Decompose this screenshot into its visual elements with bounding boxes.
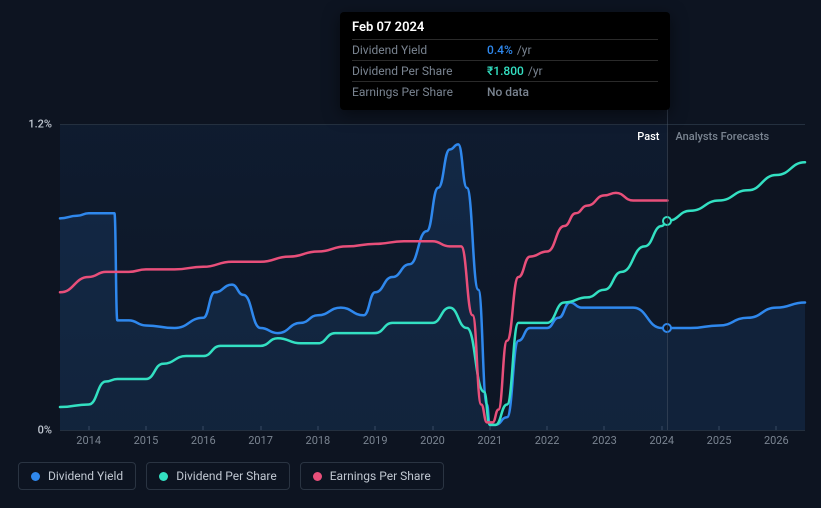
legend: Dividend Yield Dividend Per Share Earnings… — [18, 462, 444, 490]
tooltip-row: Dividend Yield0.4% /yr — [352, 39, 658, 60]
x-axis-label: 2025 — [707, 434, 732, 447]
legend-label: Earnings Per Share — [330, 469, 431, 483]
legend-dot — [159, 472, 168, 481]
legend-item[interactable]: Dividend Per Share — [146, 462, 290, 490]
legend-dot — [313, 472, 322, 481]
x-axis-label: 2014 — [76, 434, 101, 447]
x-axis-label: 2024 — [649, 434, 674, 447]
y-axis-label: 0% — [38, 424, 52, 437]
tooltip-row: Earnings Per ShareNo data — [352, 81, 658, 102]
tooltip-value: No data — [487, 85, 529, 99]
tooltip-label: Dividend Yield — [352, 43, 487, 57]
tooltip: Feb 07 2024Dividend Yield0.4%/yrDividend… — [340, 12, 670, 110]
x-axis: 2014 2015 2016 2017 2018 2019 2020 2021 2022 2023… — [60, 430, 805, 450]
chart-area[interactable]: 0%1.2%2014201520162017201820192020202120… — [60, 100, 805, 430]
tooltip-value: ₹1.800 — [487, 64, 524, 78]
legend-label: Dividend Per Share — [176, 469, 277, 483]
legend-item[interactable]: Earnings Per Share — [300, 462, 444, 490]
x-axis-label: 2017 — [248, 434, 273, 447]
chart-svg — [60, 100, 805, 430]
legend-label: Dividend Yield — [48, 469, 123, 483]
x-axis-label: 2018 — [306, 434, 331, 447]
x-axis-label: 2021 — [477, 434, 502, 447]
legend-dot — [31, 472, 40, 481]
x-axis-label: 2022 — [535, 434, 560, 447]
x-axis-label: 2020 — [420, 434, 445, 447]
tooltip-crosshair — [667, 100, 668, 430]
tooltip-unit: /yr — [528, 64, 543, 78]
x-axis-label: 2026 — [764, 434, 789, 447]
x-axis-label: 2019 — [363, 434, 388, 447]
tooltip-value: 0.4% — [487, 43, 513, 57]
x-axis-label: 2016 — [191, 434, 216, 447]
tooltip-date: Feb 07 2024 — [352, 20, 658, 35]
tooltip-label: Dividend Per Share — [352, 64, 487, 78]
x-axis-label: 2015 — [134, 434, 159, 447]
legend-item[interactable]: Dividend Yield — [18, 462, 136, 490]
tooltip-label: Earnings Per Share — [352, 85, 487, 99]
y-axis-label: 1.2% — [28, 118, 52, 131]
tooltip-unit: /yr — [517, 43, 532, 57]
tooltip-row: Dividend Per Share₹1.800/yr — [352, 60, 658, 81]
x-axis-label: 2023 — [592, 434, 617, 447]
